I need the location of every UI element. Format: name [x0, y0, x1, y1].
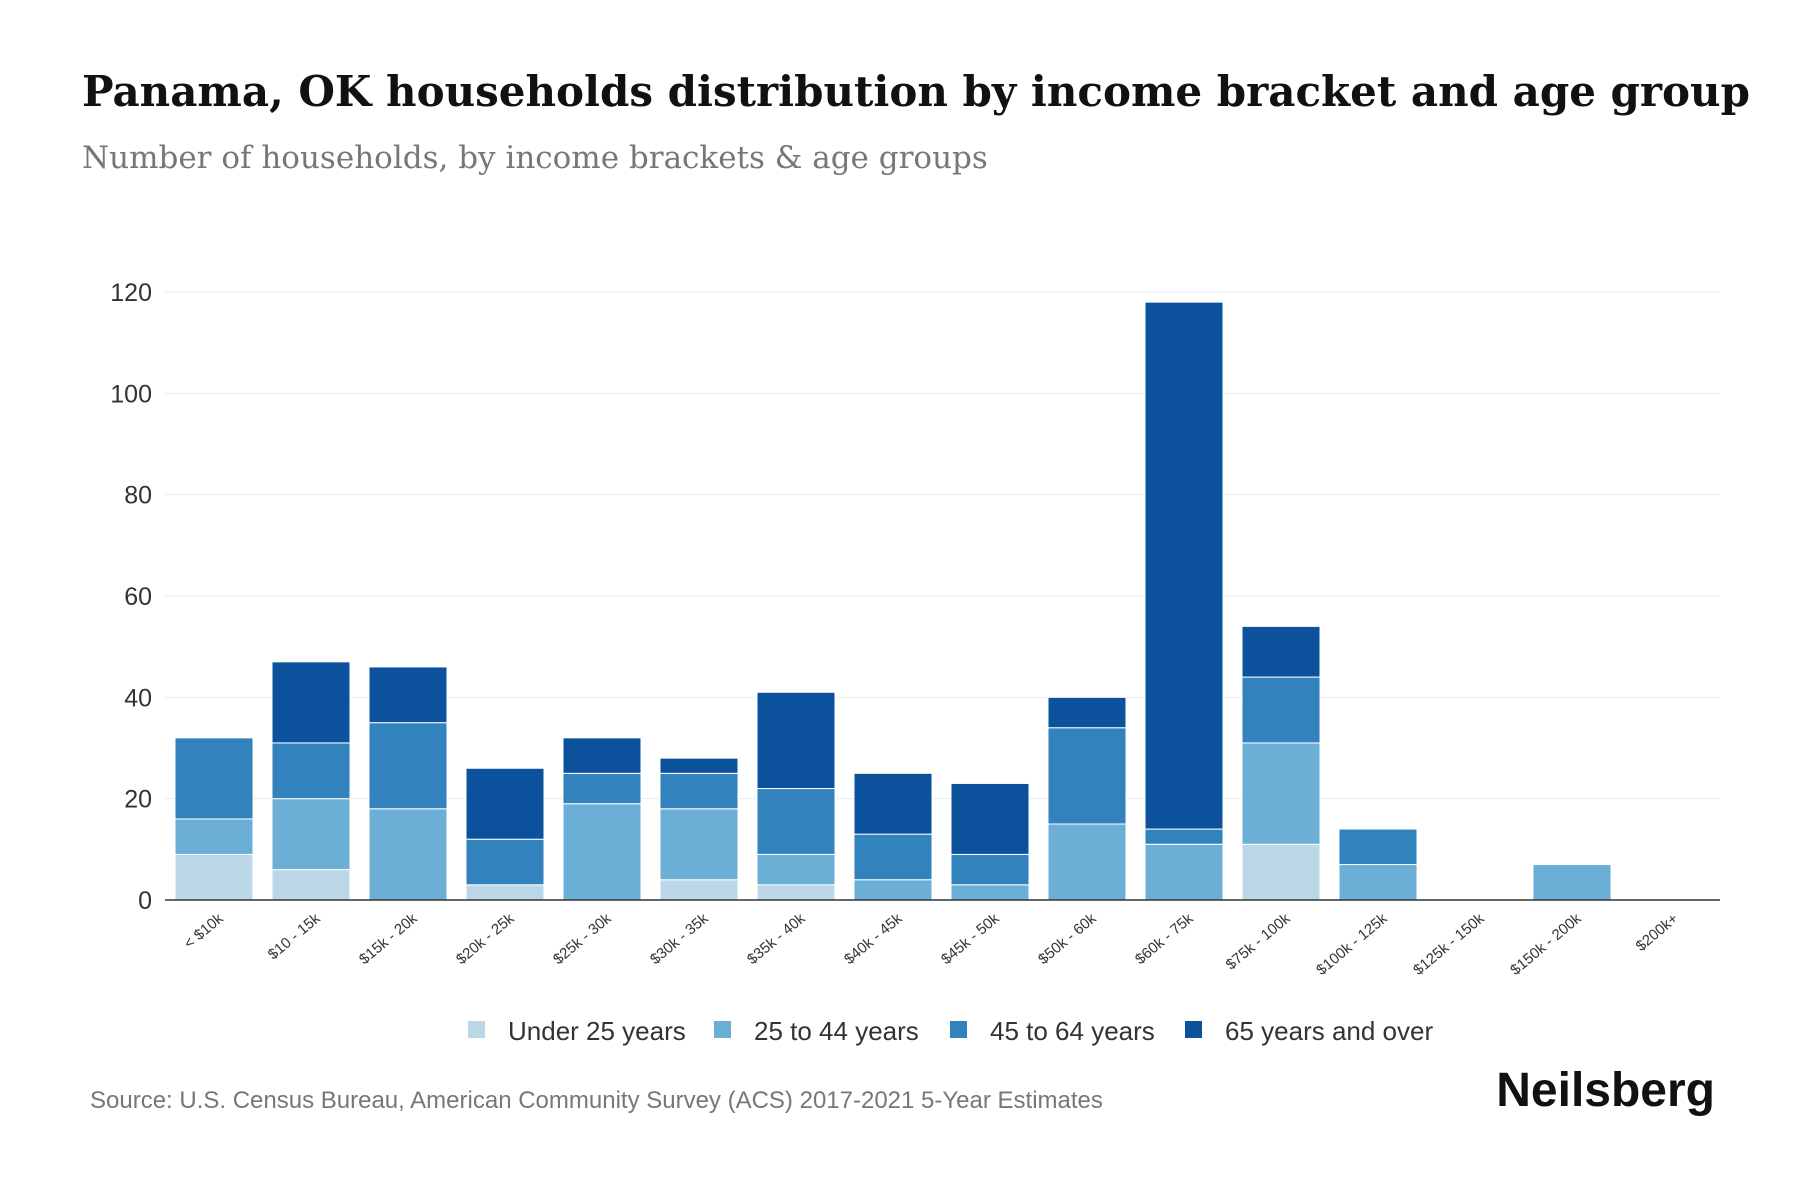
bar-segment — [950, 884, 1030, 901]
gridlines: 0 20 40 60 80 100 120 — [110, 279, 1720, 915]
bar-segment — [756, 788, 836, 855]
bar-segment — [1338, 864, 1418, 901]
bar-segment — [1144, 301, 1224, 830]
chart-title: Panama, OK households distribution by in… — [82, 67, 1750, 116]
x-tick-label: $60k - 75k — [1132, 910, 1197, 968]
bar-segment — [659, 808, 739, 881]
legend-label: 65 years and over — [1225, 1016, 1433, 1046]
x-tick-label: $45k - 50k — [938, 910, 1003, 968]
bar-segment — [1047, 696, 1127, 729]
y-tick-label: 120 — [110, 279, 152, 307]
x-tick-label: $15k - 20k — [356, 910, 421, 968]
bar-segment — [271, 742, 351, 800]
legend-label: Under 25 years — [508, 1016, 686, 1046]
bar-segment — [562, 803, 642, 901]
bar-segment — [853, 772, 933, 835]
bars — [174, 301, 1612, 901]
bar-segment — [659, 772, 739, 810]
bar-segment — [950, 853, 1030, 886]
legend-swatch — [468, 1021, 485, 1038]
x-tick-label: $20k - 25k — [453, 910, 518, 968]
legend-swatch — [714, 1021, 731, 1038]
y-tick-label: 80 — [124, 482, 152, 510]
bar-segment — [756, 691, 836, 790]
y-tick-label: 20 — [124, 786, 152, 814]
bar-segment — [659, 757, 739, 774]
chart-subtitle: Number of households, by income brackets… — [82, 140, 988, 176]
bar-segment — [1241, 843, 1321, 901]
x-tick-label: $10 - 15k — [265, 910, 324, 964]
legend-swatch — [950, 1021, 967, 1038]
bar-segment — [1532, 864, 1612, 901]
bar-segment — [853, 879, 933, 901]
bar-segment — [659, 879, 739, 901]
bar-segment — [853, 833, 933, 881]
y-tick-label: 100 — [110, 380, 152, 408]
source-text: Source: U.S. Census Bureau, American Com… — [90, 1087, 1103, 1114]
bar-segment — [271, 869, 351, 901]
legend-swatch — [1185, 1021, 1202, 1038]
bar-segment — [1144, 843, 1224, 901]
neilsberg-logo: Neilsberg — [1496, 1064, 1715, 1117]
legend-label: 45 to 64 years — [990, 1016, 1155, 1046]
x-tick-label: $200k+ — [1633, 910, 1682, 955]
y-tick-label: 60 — [124, 583, 152, 611]
bar-segment — [562, 772, 642, 805]
bar-segment — [1241, 625, 1321, 678]
x-tick-label: $75k - 100k — [1223, 910, 1294, 974]
bar-segment — [562, 737, 642, 774]
bar-segment — [1047, 727, 1127, 825]
bar-segment — [368, 666, 448, 724]
bar-segment — [1047, 823, 1127, 901]
bar-segment — [1144, 828, 1224, 845]
legend: Under 25 years 25 to 44 years 45 to 64 yea… — [468, 1016, 1433, 1046]
bar-segment — [950, 782, 1030, 855]
bar-segment — [465, 838, 545, 886]
x-tick-label: $125k - 150k — [1410, 910, 1488, 979]
bar-segment — [368, 722, 448, 810]
bar-segment — [174, 818, 254, 855]
legend-label: 25 to 44 years — [754, 1016, 919, 1046]
bar-segment — [174, 853, 254, 901]
x-tick-label: $40k - 45k — [841, 910, 906, 968]
bar-segment — [271, 661, 351, 744]
bar-segment — [465, 767, 545, 840]
bar-segment — [756, 853, 836, 886]
x-tick-labels: < $10k $10 - 15k $15k - 20k $20k - 25k $25k … — [181, 910, 1682, 979]
x-tick-label: $50k - 60k — [1035, 910, 1100, 968]
bar-segment — [1338, 828, 1418, 866]
bar-segment — [1241, 676, 1321, 744]
y-tick-label: 0 — [138, 887, 152, 915]
x-tick-label: $30k - 35k — [647, 910, 712, 968]
x-tick-label: $25k - 30k — [550, 910, 615, 968]
bar-segment — [465, 884, 545, 901]
bar-segment — [368, 808, 448, 901]
bar-segment — [756, 884, 836, 901]
x-tick-label: < $10k — [181, 910, 227, 953]
x-tick-label: $150k - 200k — [1507, 910, 1585, 979]
bar-segment — [1241, 742, 1321, 845]
bar-segment — [174, 737, 254, 820]
bar-segment — [271, 798, 351, 871]
x-tick-label: $35k - 40k — [744, 910, 809, 968]
y-tick-label: 40 — [124, 684, 152, 712]
x-tick-label: $100k - 125k — [1313, 910, 1391, 979]
